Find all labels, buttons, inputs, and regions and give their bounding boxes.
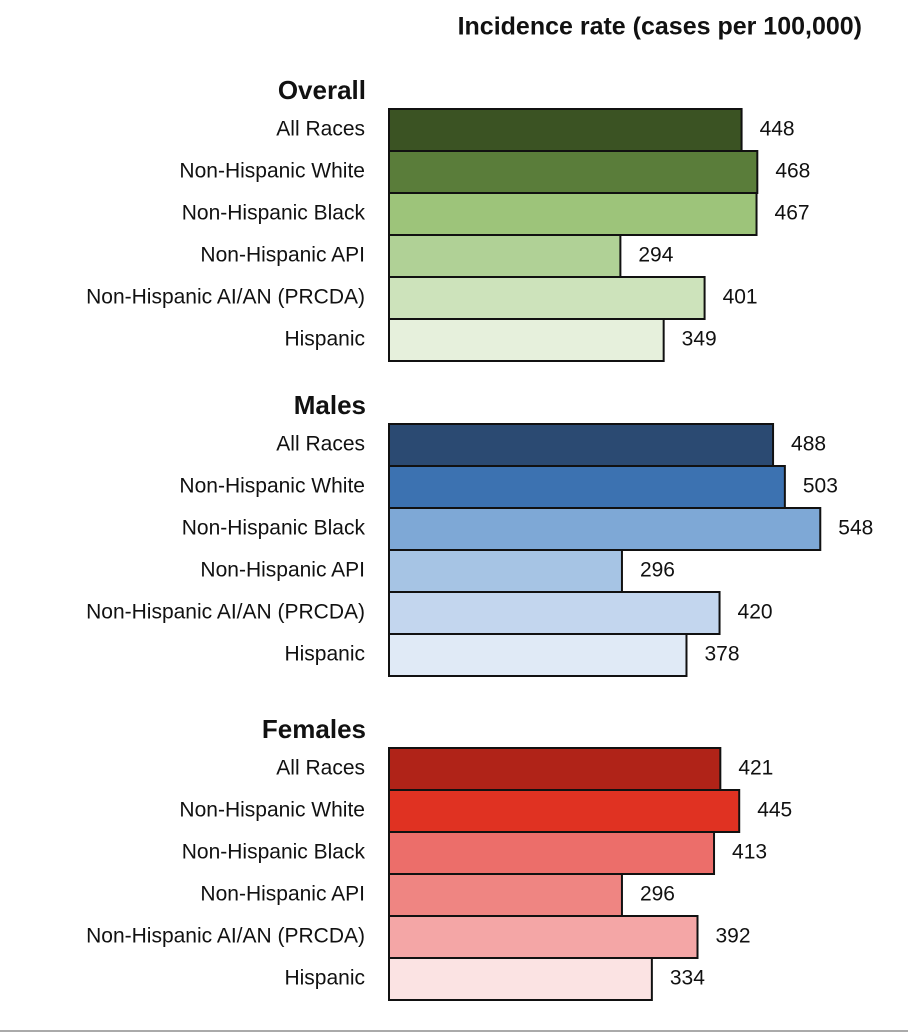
category-label: Non-Hispanic API [200, 883, 365, 906]
category-label: All Races [276, 118, 365, 141]
value-label: 503 [803, 475, 838, 498]
panel-title: Males [294, 390, 366, 420]
value-label: 349 [682, 328, 717, 351]
value-label: 294 [638, 244, 673, 267]
category-label: Non-Hispanic Black [182, 841, 366, 864]
category-label: Non-Hispanic Black [182, 202, 366, 225]
bar [388, 507, 822, 551]
chart-title: Incidence rate (cases per 100,000) [458, 13, 862, 41]
bar [388, 591, 721, 635]
category-label: Non-Hispanic White [179, 475, 365, 498]
bar [388, 192, 758, 236]
bar [388, 318, 665, 362]
bar [388, 789, 741, 833]
value-label: 488 [791, 433, 826, 456]
bar [388, 108, 743, 152]
category-label: All Races [276, 757, 365, 780]
category-label: Non-Hispanic AI/AN (PRCDA) [86, 601, 365, 624]
bar [388, 423, 775, 467]
value-label: 448 [760, 118, 795, 141]
category-label: Non-Hispanic API [200, 559, 365, 582]
category-label: Non-Hispanic AI/AN (PRCDA) [86, 286, 365, 309]
value-label: 548 [838, 517, 873, 540]
bar [388, 747, 722, 791]
bar [388, 276, 706, 320]
category-label: Hispanic [284, 328, 365, 351]
value-label: 296 [640, 559, 675, 582]
category-label: Hispanic [284, 643, 365, 666]
category-label: Non-Hispanic API [200, 244, 365, 267]
value-label: 420 [738, 601, 773, 624]
value-label: 378 [704, 643, 739, 666]
category-label: Non-Hispanic White [179, 160, 365, 183]
value-label: 401 [723, 286, 758, 309]
category-label: Hispanic [284, 967, 365, 990]
value-label: 334 [670, 967, 705, 990]
bar [388, 831, 716, 875]
value-label: 296 [640, 883, 675, 906]
category-label: Non-Hispanic White [179, 799, 365, 822]
category-label: Non-Hispanic Black [182, 517, 366, 540]
value-label: 467 [775, 202, 810, 225]
bar [388, 633, 688, 677]
category-label: All Races [276, 433, 365, 456]
value-label: 413 [732, 841, 767, 864]
value-label: 392 [716, 925, 751, 948]
value-label: 445 [757, 799, 792, 822]
category-label: Non-Hispanic AI/AN (PRCDA) [86, 925, 365, 948]
bar [388, 465, 786, 509]
panel-title: Overall [278, 75, 366, 105]
bar [388, 873, 623, 917]
value-label: 421 [738, 757, 773, 780]
bar [388, 549, 623, 593]
bar [388, 234, 622, 278]
bar [388, 150, 759, 194]
value-label: 468 [775, 160, 810, 183]
panel-title: Females [262, 714, 366, 744]
bar [388, 915, 699, 959]
bar [388, 957, 653, 1001]
